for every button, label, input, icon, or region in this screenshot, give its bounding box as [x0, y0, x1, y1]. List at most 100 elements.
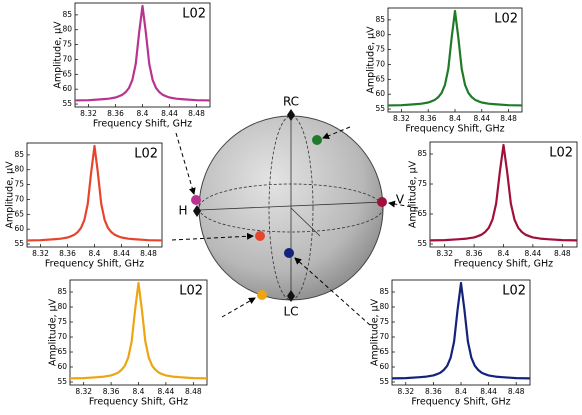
x-tick-label: 8.36	[103, 387, 120, 396]
arrow	[294, 257, 371, 326]
axis-s1	[198, 201, 384, 211]
y-tick-label: 70	[375, 59, 385, 68]
chart: 8.32 8.36 8.4 8.44 8.48 55 60 65 70 75 80 85 Frequen…	[370, 279, 531, 408]
x-tick-label: 8.36	[425, 387, 442, 396]
y-tick-label: 80	[379, 302, 389, 311]
y-tick-label: 60	[62, 84, 72, 93]
arrows	[171, 126, 419, 326]
x-tick-label: 8.48	[140, 249, 157, 258]
state-point	[191, 195, 201, 205]
arrow	[322, 126, 351, 139]
y-tick-label: 85	[375, 15, 385, 24]
x-tick-label: 8.32	[393, 114, 410, 123]
annotation: L02	[494, 12, 518, 27]
data-line	[74, 4, 211, 102]
chart: 8.32 8.36 8.4 8.44 8.48 55 60 65 70 75 80 85 Frequen…	[53, 2, 211, 130]
x-axis-label: Frequency Shift, GHz	[89, 397, 188, 408]
y-tick-label: 55	[379, 377, 389, 386]
x-axis-label: Frequency Shift, GHz	[454, 259, 553, 270]
data-line	[69, 281, 208, 380]
annotation: L02	[502, 284, 526, 299]
x-tick-label: 8.36	[107, 109, 124, 118]
chart: 8.32 8.36 8.4 8.44 8.48 55 60 65 70 75 80 85 Frequen…	[366, 7, 523, 135]
y-tick-label: 55	[57, 377, 67, 386]
y-tick-label: 65	[62, 69, 72, 78]
data-line	[391, 281, 531, 380]
y-tick-label: 75	[57, 317, 67, 326]
x-tick-label: 8.36	[420, 114, 437, 123]
y-tick-label: 70	[379, 332, 389, 341]
y-tick-label: 75	[375, 45, 385, 54]
y-tick-label: 80	[62, 25, 72, 34]
pole-label: H	[178, 204, 187, 218]
y-tick-label: 55	[375, 104, 385, 113]
x-tick-label: 8.48	[185, 387, 202, 396]
x-tick-label: 8.32	[436, 249, 453, 258]
state-point	[257, 290, 267, 300]
state-point	[255, 231, 265, 241]
pole-label: LC	[283, 305, 298, 319]
arrow	[388, 200, 419, 209]
y-tick-label: 65	[57, 347, 67, 356]
x-tick-label: 8.44	[525, 249, 542, 258]
annotation: L02	[182, 7, 206, 22]
y-tick-label: 70	[57, 332, 67, 341]
y-axis-label: Amplitude, μV	[48, 298, 59, 366]
x-tick-label: 8.36	[59, 249, 76, 258]
y-tick-label: 85	[14, 150, 24, 159]
meridian	[268, 115, 314, 301]
x-tick-label: 8.32	[80, 109, 97, 118]
x-axis-label: Frequency Shift, GHz	[45, 259, 144, 270]
y-tick-label: 75	[14, 180, 24, 189]
y-axis-label: Amplitude, μV	[366, 26, 377, 94]
y-tick-label: 55	[62, 99, 72, 108]
data-line	[387, 9, 523, 107]
y-tick-label: 65	[417, 209, 427, 218]
y-axis-label: Amplitude, μV	[53, 21, 64, 89]
y-tick-label: 85	[379, 287, 389, 296]
y-tick-label: 60	[375, 89, 385, 98]
y-tick-label: 80	[14, 165, 24, 174]
y-tick-label: 85	[57, 287, 67, 296]
x-tick-label: 8.44	[161, 109, 178, 118]
x-tick-label: 8.36	[466, 249, 483, 258]
annotation: L02	[179, 284, 203, 299]
y-tick-label: 80	[57, 302, 67, 311]
x-tick-label: 8.4	[137, 109, 149, 118]
x-tick-label: 8.4	[498, 249, 510, 258]
y-tick-label: 75	[417, 179, 427, 188]
y-tick-label: 60	[14, 224, 24, 233]
state-point	[312, 135, 322, 145]
y-axis-label: Amplitude, μV	[408, 160, 419, 228]
y-tick-label: 65	[375, 74, 385, 83]
arrow	[221, 297, 256, 318]
chart: 8.32 8.36 8.4 8.44 8.48 55 60 65 70 75 80 85 Frequen…	[48, 279, 208, 408]
x-tick-label: 8.4	[89, 249, 101, 258]
pole-label: V	[396, 193, 405, 207]
y-tick-label: 80	[375, 30, 385, 39]
data-line	[429, 143, 578, 242]
pole-marker	[287, 109, 295, 121]
y-tick-label: 85	[417, 149, 427, 158]
pole-label: RC	[283, 95, 299, 109]
x-tick-label: 8.48	[188, 109, 205, 118]
x-tick-label: 8.44	[473, 114, 490, 123]
y-tick-label: 60	[57, 362, 67, 371]
axis-s2	[290, 207, 321, 237]
y-tick-label: 65	[379, 347, 389, 356]
y-tick-label: 65	[14, 209, 24, 218]
x-tick-label: 8.48	[554, 249, 571, 258]
x-axis-label: Frequency Shift, GHz	[405, 124, 504, 135]
y-tick-label: 85	[62, 10, 72, 19]
x-tick-label: 8.4	[449, 114, 461, 123]
y-tick-label: 60	[379, 362, 389, 371]
y-tick-label: 75	[379, 317, 389, 326]
annotation: L02	[549, 146, 573, 161]
x-tick-label: 8.44	[480, 387, 497, 396]
arrow	[175, 132, 196, 195]
state-point	[377, 197, 387, 207]
x-tick-label: 8.32	[75, 387, 92, 396]
chart: 8.32 8.36 8.4 8.44 8.48 55 60 65 70 75 80 85 Frequen…	[5, 142, 163, 270]
y-tick-label: 75	[62, 40, 72, 49]
